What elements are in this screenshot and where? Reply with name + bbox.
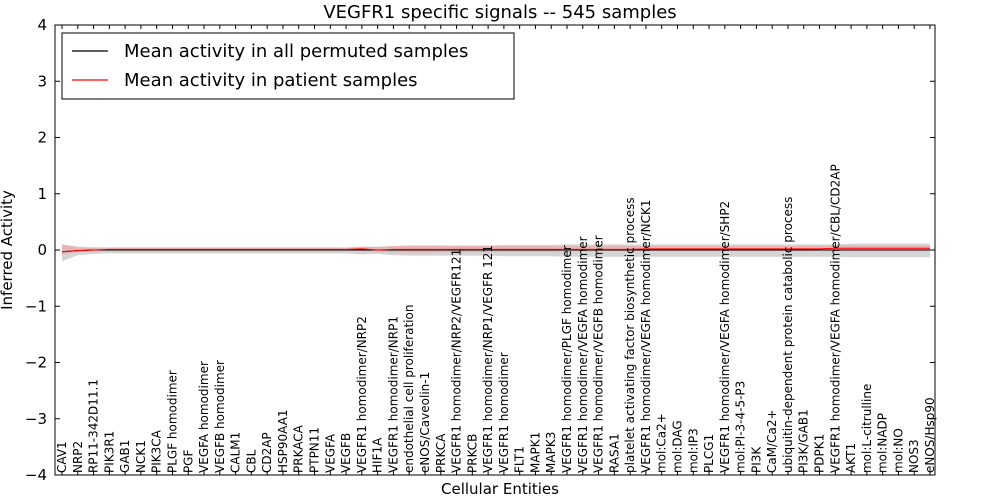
x-tick-label: CBL: [244, 449, 258, 473]
x-tick-label: VEGFR1 homodimer/NRP2/VEGFR121: [450, 249, 464, 473]
x-tick-label: VEGFR1 homodimer/VEGFA homodimer/SHP2: [718, 201, 732, 473]
line-series-0: [61, 249, 930, 253]
legend: Mean activity in all permuted samples Mea…: [61, 32, 515, 100]
y-tick-label: 0: [37, 241, 47, 259]
x-tick-label: VEGFB homodimer: [213, 360, 227, 473]
legend-label-1: Mean activity in patient samples: [124, 70, 418, 91]
x-tick-label: VEGFR1 homodimer/PLGF homodimer: [560, 245, 574, 473]
x-tick-label: CALM1: [229, 432, 243, 473]
y-axis-label: Inferred Activity: [0, 190, 16, 310]
x-tick-label: endothelial cell proliferation: [402, 305, 416, 473]
x-tick-label: PIK3R1: [102, 431, 116, 473]
line-series-1: [61, 247, 930, 253]
x-tick-label: PI3K: [749, 446, 763, 473]
x-tick-label: VEGFR1 homodimer/VEGFA homodimer/CBL/CD2…: [828, 164, 842, 473]
x-tick-label: VEGFR1 homodimer/NRP1/VEGFR 121: [481, 245, 495, 473]
x-tick-label: PRKCB: [465, 434, 479, 473]
x-tick-label: platelet activating factor biosynthetic …: [623, 197, 637, 473]
x-tick-label: VEGFR1 homodimer/NRP2: [355, 316, 369, 473]
x-tick-label: NRP2: [71, 441, 85, 473]
x-tick-label: mol:PI-3-4-5-P3: [734, 381, 748, 473]
x-tick-label: mol:IP3: [686, 428, 700, 473]
x-tick-label: eNOS/Caveolin-1: [418, 372, 432, 473]
x-tick-label: CAV1: [55, 441, 69, 473]
x-tick-label: VEGFR1 homodimer/VEGFB homodimer: [592, 235, 606, 473]
x-tick-label: VEGFR1 homodimer/VEGFA homodimer: [576, 236, 590, 473]
x-tick-label: mol:NADP: [876, 413, 890, 473]
x-tick-label: VEGFA homodimer: [197, 361, 211, 473]
x-tick-label: VEGFR1 homodimer/VEGFA homodimer/NCK1: [639, 199, 653, 473]
y-tick-label: −1: [25, 297, 47, 315]
y-tick-label: 2: [37, 129, 47, 147]
x-tick-label: eNOS/Hsp90: [923, 397, 937, 473]
x-tick-label: PLCG1: [702, 434, 716, 473]
x-tick-label: NOS3: [907, 439, 921, 473]
x-tick-label: MAPK3: [544, 432, 558, 473]
x-tick-label: VEGFR1 homodimer: [497, 352, 511, 473]
legend-box: [61, 32, 515, 100]
x-tick-label: PLGF homodimer: [166, 370, 180, 473]
x-tick-label: VEGFA: [323, 433, 337, 473]
y-tick-label: −2: [25, 354, 47, 372]
x-tick-label: PDPK1: [813, 434, 827, 473]
x-axis-label: Cellular Entities: [441, 480, 559, 498]
x-tick-label: PIK3CA: [150, 429, 164, 473]
x-tick-label: PI3K/GAB1: [797, 409, 811, 473]
x-tick-label: mol:DAG: [671, 420, 685, 473]
y-tick-label: −4: [25, 466, 47, 484]
x-tick-label: VEGFB: [339, 433, 353, 473]
x-tick-label: CD2AP: [260, 432, 274, 473]
x-tick-label: AKT1: [844, 443, 858, 473]
x-tick-label: PTPN11: [308, 427, 322, 473]
x-tick-label: HIF1A: [371, 437, 385, 473]
x-tick-label: ubiquitin-dependent protein catabolic pr…: [781, 197, 795, 473]
x-tick-label: mol:NO: [891, 428, 905, 473]
legend-label-0: Mean activity in all permuted samples: [124, 41, 468, 62]
x-tick-label: FLT1: [513, 446, 527, 473]
x-tick-label: PRKACA: [292, 424, 306, 473]
series-lines: [61, 247, 930, 253]
x-tick-label: VEGFR1 homodimer/NRP1: [386, 316, 400, 473]
y-tick-label: 3: [37, 72, 47, 90]
x-tick-label: CaM/Ca2+: [765, 409, 779, 473]
x-tick-label: mol:Ca2+: [655, 413, 669, 473]
x-axis-ticks: CAV1 NRP2 RP11-342D11.1 PIK3R1 GAB1 NCK1 PIK3C…: [55, 25, 937, 475]
x-tick-label: PGF: [181, 450, 195, 474]
x-tick-label: RASA1: [607, 433, 621, 473]
x-tick-label: mol:L-citrulline: [860, 384, 874, 473]
x-tick-label: RP11-342D11.1: [87, 379, 101, 473]
y-axis-ticks: −4 −3 −2 −1 0 1 2 3 4: [25, 16, 935, 484]
chart-title: VEGFR1 specific signals -- 545 samples: [323, 2, 676, 23]
x-tick-label: PRKCA: [434, 433, 448, 473]
x-tick-label: NCK1: [134, 440, 148, 473]
y-tick-label: 4: [37, 16, 47, 34]
x-tick-label: HSP90AA1: [276, 409, 290, 473]
y-tick-label: 1: [37, 185, 47, 203]
confidence-bands: [62, 243, 930, 262]
x-tick-label: GAB1: [118, 440, 132, 473]
x-tick-label: MAPK1: [529, 432, 543, 473]
y-tick-label: −3: [25, 410, 47, 428]
